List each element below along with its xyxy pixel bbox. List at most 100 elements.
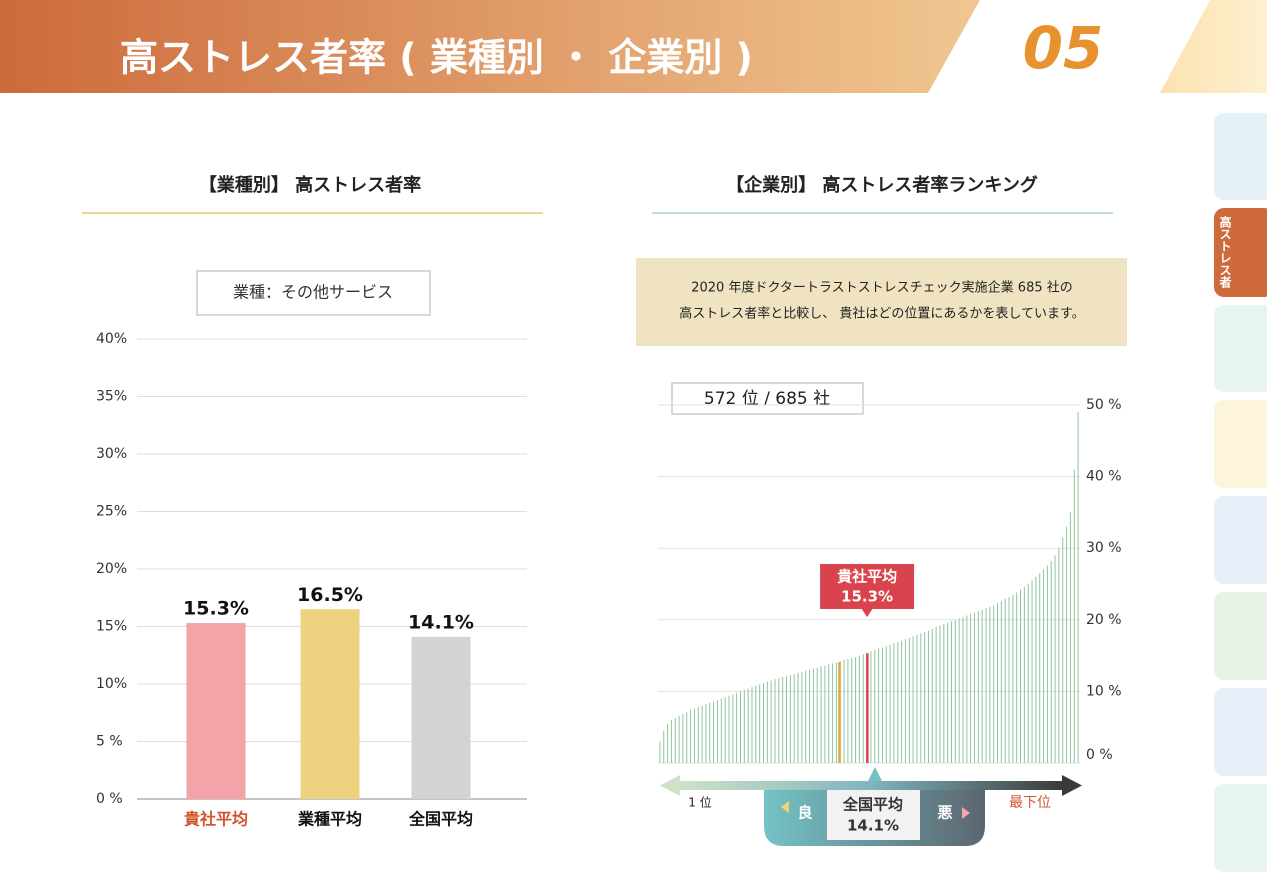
chart-title: 【業種別】 高ストレス者率 — [199, 174, 421, 196]
y-tick-label: 0 % — [1086, 747, 1113, 763]
bar — [993, 605, 995, 763]
y-tick-label: 20% — [96, 561, 127, 577]
bar — [1062, 537, 1064, 763]
bar — [720, 698, 722, 763]
bar — [724, 697, 726, 763]
bar — [778, 678, 780, 763]
bar — [939, 625, 941, 763]
bar — [693, 708, 695, 763]
bar — [411, 636, 471, 799]
bar — [832, 663, 834, 763]
bar — [847, 659, 849, 763]
bar — [858, 655, 860, 763]
bar — [977, 611, 979, 763]
y-tick-label: 40 % — [1086, 469, 1122, 485]
y-tick-label: 35% — [96, 389, 127, 405]
bar — [186, 623, 246, 799]
right-panel: 【企業別】 高ストレス者率ランキング 2020 年度ドクタートラストストレスチェ… — [636, 174, 1127, 846]
y-tick-label: 0 % — [96, 791, 123, 807]
y-tick-label: 50 % — [1086, 397, 1122, 413]
bar — [670, 720, 672, 763]
bar — [916, 634, 918, 763]
bar — [950, 621, 952, 763]
y-tick-label: 40% — [96, 331, 127, 347]
bar — [809, 669, 811, 763]
chart-title: 【企業別】 高ストレス者率ランキング — [726, 174, 1038, 196]
y-tick-label: 30% — [96, 446, 127, 462]
bar — [897, 641, 899, 763]
bar — [1020, 589, 1022, 763]
rank-box — [671, 382, 864, 415]
bar — [981, 609, 983, 763]
bar — [1039, 573, 1041, 763]
bar — [1043, 569, 1045, 763]
bar — [766, 681, 768, 763]
y-tick-label: 25% — [96, 504, 127, 520]
bar — [1000, 601, 1002, 763]
bar — [1054, 555, 1056, 763]
bar — [732, 694, 734, 763]
bar — [970, 614, 972, 763]
side-tab-active[interactable]: 高ストレス者 — [1218, 215, 1232, 289]
bar — [962, 616, 964, 763]
callout-label: 貴社平均 — [837, 568, 897, 586]
bar — [870, 651, 872, 763]
page-number: 05 — [1023, 14, 1104, 82]
bar — [736, 692, 738, 763]
bar — [805, 670, 807, 763]
category-label: 業種平均 — [297, 810, 362, 829]
value-label: 15.3% — [183, 598, 249, 620]
average-line — [838, 662, 841, 763]
bar — [690, 710, 692, 763]
industry-label: 業種：その他サービス — [233, 283, 393, 302]
bar — [770, 680, 772, 763]
description-box — [636, 258, 1127, 346]
callout-box — [820, 564, 915, 609]
bar — [835, 662, 837, 763]
bar — [755, 685, 757, 763]
bar — [709, 702, 711, 763]
bar — [912, 636, 914, 763]
bar — [824, 665, 826, 763]
bar — [1012, 594, 1014, 763]
y-tick-label: 20 % — [1086, 612, 1122, 628]
bar — [889, 644, 891, 763]
bad-label: 悪 — [937, 804, 952, 822]
bar — [985, 608, 987, 763]
bar — [774, 679, 776, 763]
bar — [743, 689, 745, 763]
category-label: 貴社平均 — [184, 810, 248, 829]
value-label: 16.5% — [297, 584, 363, 606]
good-label: 良 — [797, 804, 812, 822]
bar — [1016, 592, 1018, 763]
bar — [782, 677, 784, 763]
bar — [678, 715, 680, 763]
bar — [801, 672, 803, 763]
bar — [789, 674, 791, 763]
description: 高ストレス者率と比較し、 貴社はどの位置にあるかを表しています。 — [679, 306, 1084, 322]
bar — [924, 631, 926, 763]
y-tick-label: 15% — [96, 619, 127, 635]
national-average-label: 全国平均 — [842, 796, 903, 814]
y-tick-label: 10% — [96, 676, 127, 692]
bar — [674, 717, 676, 763]
bar — [667, 723, 669, 763]
bar — [874, 649, 876, 763]
bar — [659, 741, 661, 763]
bar — [1077, 412, 1079, 763]
bar — [947, 622, 949, 763]
bar — [851, 657, 853, 763]
bar — [759, 684, 761, 763]
bar — [843, 659, 845, 763]
bar — [739, 691, 741, 763]
bar — [1035, 576, 1037, 763]
bar — [751, 687, 753, 763]
side-tabs: 高ストレス者 — [1214, 113, 1267, 872]
bar — [713, 701, 715, 763]
category-label: 全国平均 — [408, 810, 473, 829]
bar — [893, 643, 895, 763]
bar — [901, 640, 903, 763]
bar — [786, 676, 788, 763]
bar — [697, 707, 699, 763]
